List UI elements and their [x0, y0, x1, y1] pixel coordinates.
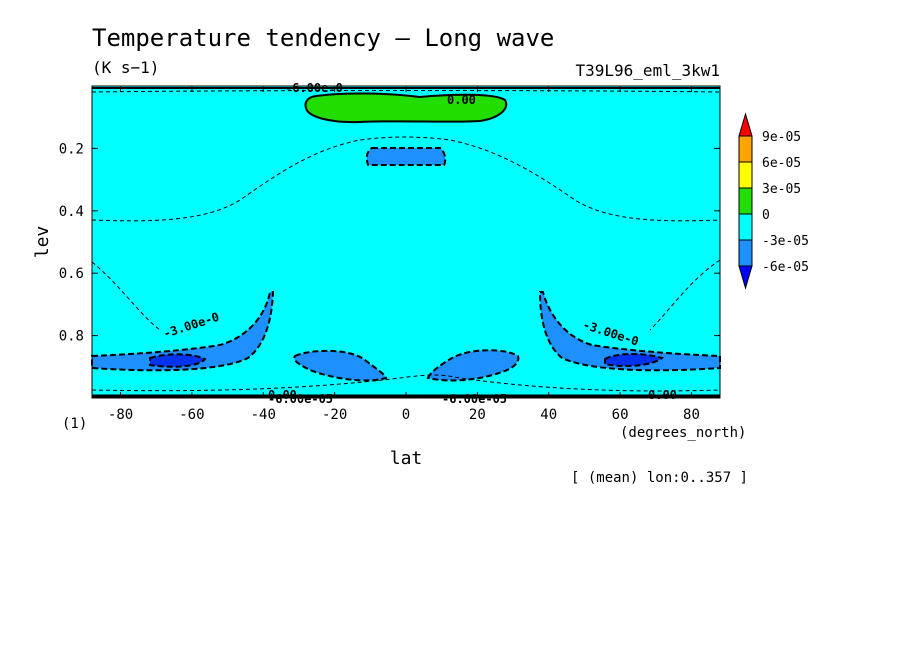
southern-cooling-region	[91, 291, 275, 372]
chart-title: Temperature tendency — Long wave	[92, 24, 554, 52]
colorbar-segment	[738, 265, 753, 290]
run-label: T39L96_eml_3kw1	[576, 61, 721, 80]
x-tick-label: 0	[402, 407, 410, 423]
contour-line	[91, 136, 721, 222]
colorbar-label: 0	[762, 208, 770, 223]
x-axis-units: (degrees_north)	[620, 425, 746, 441]
x-tick-label: 40	[540, 407, 557, 423]
northern-core-cooling	[604, 353, 665, 367]
y-tick-label: 0.6	[59, 266, 84, 282]
x-tick-label: 60	[612, 407, 629, 423]
y-tick-label: 0.2	[59, 141, 84, 157]
contour-label: 0.00	[648, 388, 677, 402]
near-equator-cooling-north	[426, 349, 520, 382]
x-tick-label: -40	[251, 407, 276, 423]
footnote: [ (mean) lon:0..357 ]	[571, 470, 748, 486]
x-tick-label: 20	[469, 407, 486, 423]
near-equator-cooling-south	[293, 349, 388, 382]
contour-label: 0.00	[268, 388, 297, 402]
colorbar-segment	[738, 161, 753, 189]
y-axis-label: lev	[32, 226, 53, 259]
colorbar: 9e-05 6e-05 3e-05 0 -3e-05 -6e-05	[738, 112, 809, 290]
colorbar-label: -3e-05	[762, 234, 809, 249]
chart-units: (K s−1)	[92, 58, 159, 77]
contour-label: -6.00e-05	[442, 392, 507, 406]
x-tick-label: -20	[322, 407, 347, 423]
x-tick-label: 80	[683, 407, 700, 423]
contour-label: 0.00	[447, 93, 476, 107]
colorbar-label: -6e-05	[762, 260, 809, 275]
x-tick-label: -80	[108, 407, 133, 423]
equatorial-cooling-cell	[365, 147, 447, 166]
contour-line	[649, 259, 721, 331]
y-tick-label: 0.4	[59, 204, 84, 220]
upper-warming-region	[304, 92, 508, 124]
plot-background	[92, 86, 720, 398]
y-axis: 0.2 0.4 0.6 0.8	[59, 141, 720, 345]
colorbar-segment	[738, 239, 753, 267]
x-axis: -80 -60 -40 -20 0 20 40 60 80	[108, 86, 700, 423]
colorbar-label: 6e-05	[762, 156, 801, 171]
contour-label: -6.00e-05	[268, 392, 333, 406]
contour-label: -6.00e-0	[285, 81, 343, 95]
colorbar-label: 9e-05	[762, 130, 801, 145]
y-tick-label: 0.8	[59, 329, 84, 345]
plot-area: -6.00e-0 0.00 -3.00e-0 -3.00e-0 -6.00e-0…	[91, 81, 721, 406]
x-tick-label: -60	[179, 407, 204, 423]
southern-core-cooling	[149, 353, 207, 368]
colorbar-segment	[738, 135, 753, 163]
colorbar-segment	[738, 213, 753, 241]
colorbar-label: 3e-05	[762, 182, 801, 197]
x-axis-label: lat	[390, 448, 423, 469]
contour-line	[91, 261, 161, 331]
background-contours	[91, 90, 721, 392]
contour-line	[91, 374, 721, 392]
colorbar-segment	[738, 112, 753, 137]
y-corner-label: (1)	[62, 416, 87, 432]
colorbar-segment	[738, 187, 753, 215]
